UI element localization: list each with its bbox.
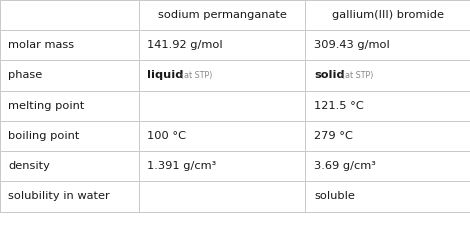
Text: solubility in water: solubility in water — [8, 192, 110, 201]
Text: 309.43 g/mol: 309.43 g/mol — [314, 40, 390, 50]
Text: boiling point: boiling point — [8, 131, 80, 141]
Text: gallium(III) bromide: gallium(III) bromide — [332, 10, 444, 20]
Text: sodium permanganate: sodium permanganate — [157, 10, 287, 20]
Text: (at STP): (at STP) — [181, 71, 212, 80]
Text: solid: solid — [314, 70, 345, 80]
Text: 141.92 g/mol: 141.92 g/mol — [147, 40, 223, 50]
Text: 3.69 g/cm³: 3.69 g/cm³ — [314, 161, 376, 171]
Text: 121.5 °C: 121.5 °C — [314, 101, 364, 111]
Text: density: density — [8, 161, 50, 171]
Text: liquid: liquid — [147, 70, 183, 80]
Text: (at STP): (at STP) — [342, 71, 374, 80]
Text: phase: phase — [8, 70, 43, 80]
Text: 100 °C: 100 °C — [147, 131, 186, 141]
Text: melting point: melting point — [8, 101, 85, 111]
Text: soluble: soluble — [314, 192, 355, 201]
Text: molar mass: molar mass — [8, 40, 75, 50]
Text: 1.391 g/cm³: 1.391 g/cm³ — [147, 161, 216, 171]
Text: 279 °C: 279 °C — [314, 131, 353, 141]
